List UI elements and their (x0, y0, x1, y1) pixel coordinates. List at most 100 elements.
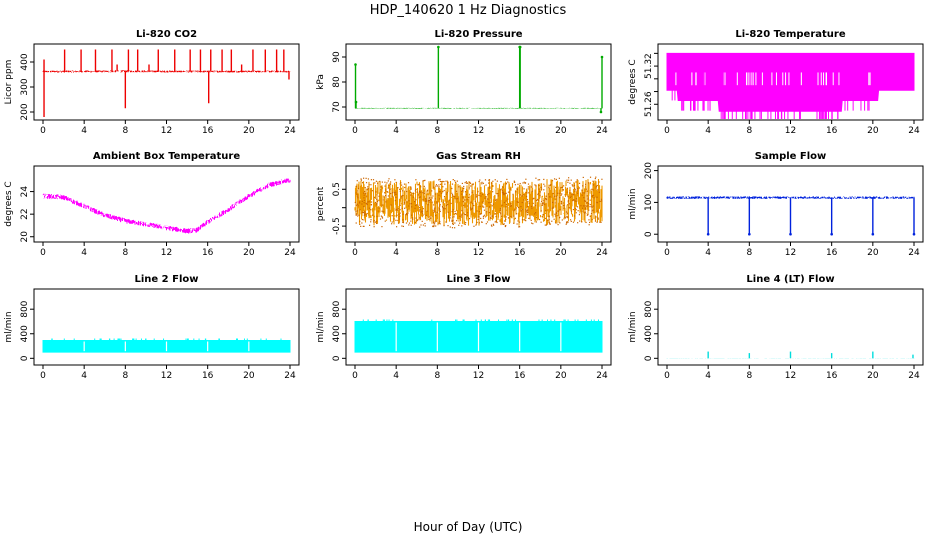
series-point (491, 225, 493, 227)
series-point (499, 189, 501, 191)
series-point (525, 209, 527, 211)
series-point (541, 204, 543, 207)
y-tick-label: 400 (20, 53, 30, 70)
x-tick-label: 24 (908, 126, 920, 136)
series-point (505, 183, 507, 185)
series-point (414, 190, 417, 192)
series-point (427, 204, 429, 206)
series-point (572, 185, 574, 187)
series-point (438, 207, 440, 209)
series-point (384, 220, 386, 222)
x-tick-label: 16 (514, 248, 526, 258)
series-point (567, 216, 569, 218)
series-point (375, 191, 377, 193)
series-point (422, 180, 424, 182)
series-point (539, 194, 541, 197)
y-tick-label: 400 (644, 325, 654, 342)
series-point (451, 187, 453, 190)
series-point (381, 204, 383, 206)
series-point (495, 215, 497, 218)
series-point (439, 205, 441, 207)
series-point (476, 210, 478, 212)
series-point (577, 188, 579, 190)
series-point (365, 214, 367, 216)
series-point (361, 211, 363, 214)
series-point (418, 192, 421, 194)
x-tick-label: 8 (122, 126, 128, 136)
series-point (354, 63, 357, 66)
series-point (447, 182, 449, 184)
series-point (473, 225, 475, 227)
figure-title: HDP_140620 1 Hz Diagnostics (370, 3, 567, 18)
series-point (597, 218, 599, 220)
series-point (395, 193, 397, 195)
series-point (501, 215, 503, 217)
series-point (518, 226, 521, 228)
series-point (410, 188, 412, 190)
series-point (530, 205, 533, 208)
series-point (440, 183, 442, 185)
series-point (457, 198, 459, 200)
series-point (596, 196, 598, 198)
plot-frame (33, 288, 300, 366)
series-point (364, 213, 366, 215)
series-point (549, 223, 551, 225)
series-point (499, 209, 501, 212)
series-point (583, 192, 586, 194)
series-point (389, 181, 392, 183)
x-tick-label: 12 (473, 126, 484, 136)
series-point (464, 199, 466, 201)
series-point (414, 207, 416, 209)
x-tick-label: 0 (352, 248, 358, 258)
series-point (581, 221, 583, 223)
x-tick-label: 4 (81, 371, 87, 381)
series-point (561, 219, 563, 221)
series-point (358, 201, 361, 203)
series-point (372, 179, 375, 181)
series-point (518, 226, 520, 228)
series-point (491, 205, 493, 207)
series-point (568, 207, 570, 209)
series-point (402, 190, 404, 192)
plot-area (666, 52, 915, 119)
series-point (596, 221, 598, 223)
series-point (435, 184, 438, 186)
y-tick-label: 200 (644, 162, 654, 179)
panel-title: Li-820 Pressure (434, 29, 522, 40)
series-point (446, 201, 448, 203)
series-point (487, 182, 490, 184)
series-point (558, 210, 560, 212)
series-point (435, 185, 437, 187)
series-point (433, 223, 436, 225)
series-point (507, 191, 510, 193)
series-point (469, 182, 472, 184)
series-point (540, 186, 542, 188)
series-point (551, 180, 554, 182)
series-point (422, 192, 424, 194)
series-point (398, 213, 400, 215)
series-point (567, 201, 569, 203)
series-point (587, 203, 590, 205)
series-point (426, 210, 428, 212)
series-point (544, 185, 546, 187)
series-point (461, 225, 463, 227)
x-tick-label: 0 (40, 248, 46, 258)
series-point (444, 208, 446, 210)
series-point (560, 194, 562, 196)
series-point (599, 110, 603, 114)
series-point (399, 212, 401, 214)
series-point (432, 225, 434, 228)
series-point (589, 206, 591, 208)
series-point (481, 193, 484, 195)
series-point (419, 226, 421, 228)
series-point (589, 203, 591, 206)
series-point (449, 217, 451, 219)
series-point (364, 212, 366, 214)
series-point (361, 222, 363, 224)
series-point (442, 201, 444, 203)
series-point (487, 194, 489, 196)
series-point (398, 216, 400, 218)
series-point (371, 190, 373, 192)
series-point (415, 199, 417, 201)
series-point (598, 181, 600, 183)
